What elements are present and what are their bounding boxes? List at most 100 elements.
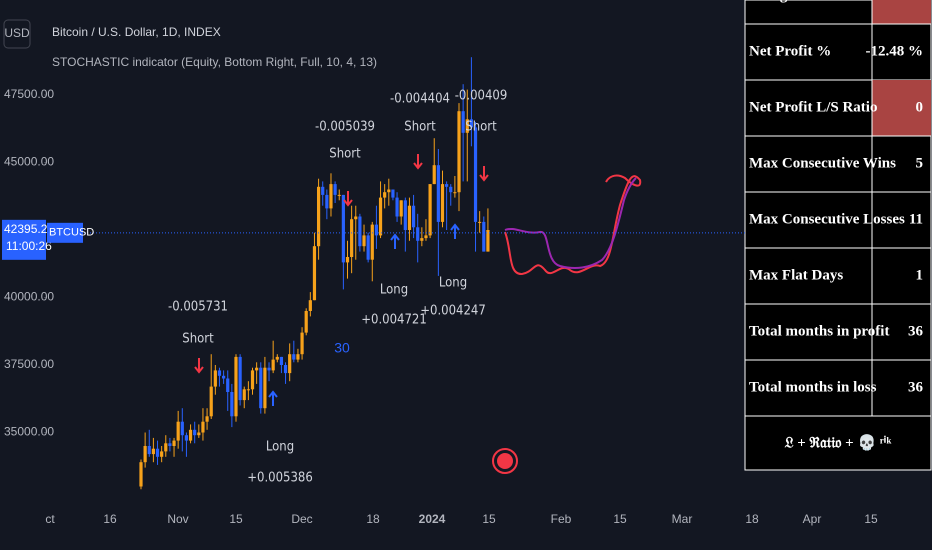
currency-label[interactable]: USD: [4, 26, 30, 40]
candle-body: [341, 194, 345, 263]
candle-body: [155, 448, 160, 457]
candle-body: [209, 386, 213, 417]
symbol-label: BTCUSD: [49, 227, 94, 239]
candle-body: [333, 184, 337, 195]
candle-body: [366, 235, 370, 260]
candle-body: [440, 184, 445, 222]
candle-body: [395, 197, 399, 217]
time-label: 15: [613, 512, 627, 526]
candle-body: [288, 354, 292, 374]
candle-body: [354, 216, 358, 220]
candle-body: [151, 448, 155, 455]
time-label: 15: [482, 512, 496, 526]
candle-body: [473, 127, 478, 222]
candle-body: [362, 235, 366, 247]
candle-body: [230, 392, 234, 417]
row-label: Max Consecutive Wins: [749, 155, 896, 171]
candle-body: [193, 429, 197, 436]
candle-body: [387, 189, 391, 193]
signal-text: Short: [182, 332, 214, 347]
row-value: 11: [909, 211, 923, 227]
signal-text: +0.005386: [247, 471, 313, 486]
candle-body: [403, 200, 407, 230]
price-badge: [2, 219, 46, 260]
candle-body: [325, 194, 329, 209]
indicator-title: STOCHASTIC indicator (Equity, Bottom Rig…: [52, 55, 377, 69]
candle-body: [160, 451, 164, 457]
candle-body: [436, 165, 440, 222]
candle-body: [312, 246, 317, 301]
time-label: Feb: [551, 512, 572, 526]
candle-body: [465, 119, 469, 133]
signal-text: Short: [404, 120, 436, 135]
candle-body: [370, 224, 374, 260]
row-value: 1: [916, 267, 924, 283]
signal-arrow: [450, 223, 460, 239]
signal-text: -0.00409: [455, 89, 508, 104]
time-label: 18: [745, 512, 759, 526]
price-label: 35000.00: [4, 425, 54, 439]
signal-arrow: [390, 233, 400, 249]
time-label: 16: [103, 512, 117, 526]
candle-body: [242, 389, 246, 401]
row-label: Max Flat Days: [749, 267, 843, 283]
signal-arrow: [479, 166, 489, 182]
time-label: 15: [229, 512, 243, 526]
row-value: -12.48 %: [866, 43, 924, 59]
candle-body: [383, 192, 387, 198]
signal-text: Short: [329, 147, 361, 162]
cell-highlight: [872, 80, 931, 136]
row-label: Omega Ratio R: [749, 0, 848, 3]
candle-body: [478, 221, 482, 223]
candle-body: [321, 186, 325, 195]
event-icon[interactable]: [497, 453, 513, 469]
candle-body: [486, 230, 490, 252]
candle-body: [188, 429, 193, 441]
candle-body: [164, 443, 168, 452]
event-icon[interactable]: [492, 448, 518, 474]
last-price: 42395.29: [4, 222, 54, 236]
candle-body: [197, 432, 201, 436]
candle-body: [275, 356, 279, 360]
candle-body: [316, 186, 321, 247]
candle-body: [234, 356, 238, 417]
candle-body: [350, 219, 354, 257]
row-label: Net Profit %: [749, 43, 831, 59]
candle-body: [147, 446, 151, 455]
candle-body: [329, 184, 333, 209]
count-marker: 30: [334, 340, 350, 356]
row-value: 36: [908, 379, 924, 395]
table-footer: 𝔏 + ℜ𝔞𝔱𝔦𝔬 + 💀 ʳⁱᵏ: [785, 433, 892, 451]
signal-arrow: [413, 154, 423, 170]
row-label: Total months in loss: [749, 379, 877, 395]
row-label: Net Profit L/S Ratio: [749, 99, 877, 115]
candle-body: [416, 227, 420, 241]
candle-body: [263, 367, 267, 409]
candle-body: [411, 205, 416, 228]
row-value: 5: [916, 155, 924, 171]
candle-body: [453, 192, 457, 194]
candle-body: [259, 367, 263, 409]
price-label: 45000.00: [4, 155, 54, 169]
symbol-badge: [47, 222, 83, 243]
candle-body: [201, 421, 205, 433]
candle-body: [308, 300, 312, 311]
candle-body: [250, 370, 255, 390]
row-label: Max Consecutive Losses: [749, 211, 905, 227]
signal-arrow: [268, 390, 278, 406]
candle-body: [445, 184, 449, 187]
row-value: 1.05: [897, 0, 923, 3]
price-label: 37500.00: [4, 357, 54, 371]
price-label: 40000.00: [4, 290, 54, 304]
chart-title: Bitcoin / U.S. Dollar, 1D, INDEX: [52, 25, 221, 39]
candle-body: [271, 359, 275, 371]
forecast-curve: [504, 177, 637, 269]
stats-table: Omega Ratio R 1.05 Net Profit % -12.48 % Net…: [744, 0, 932, 471]
row-value: 36: [908, 323, 924, 339]
candle-body: [345, 257, 350, 263]
candle-body: [283, 365, 288, 374]
signal-text: Long: [266, 440, 294, 455]
currency-button[interactable]: [3, 19, 31, 49]
